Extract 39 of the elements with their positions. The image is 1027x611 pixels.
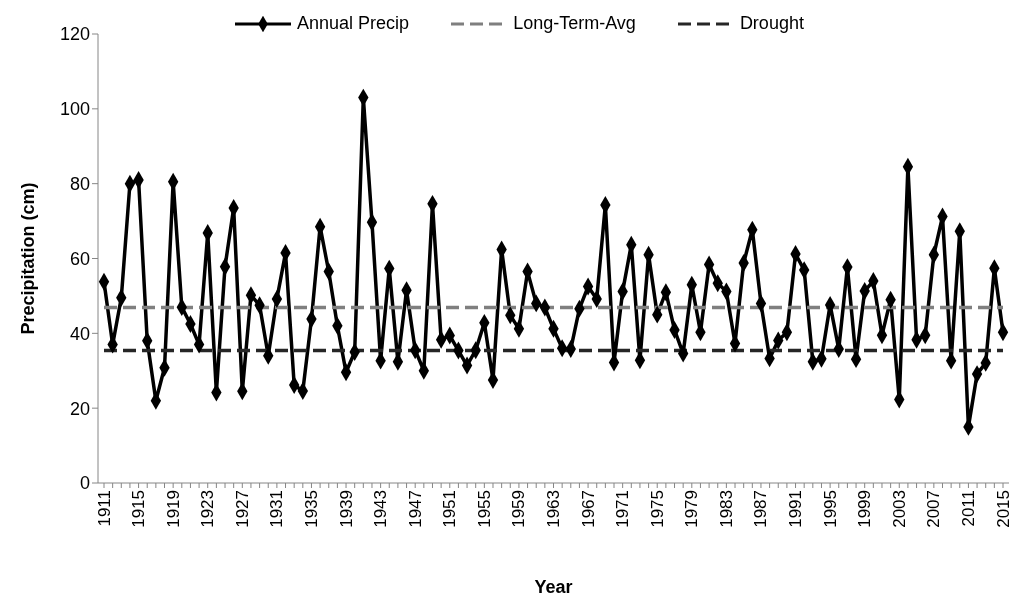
x-tick-label: 1943 [371, 490, 391, 528]
y-tick-label: 60 [69, 248, 90, 269]
x-tick-label: 1971 [613, 490, 633, 528]
y-tick-label: 100 [59, 99, 90, 120]
x-tick-label: 1911 [94, 490, 114, 527]
x-tick-label: 1935 [301, 490, 321, 528]
x-tick-label: 1979 [682, 490, 702, 528]
legend-label: Annual Precip [297, 13, 410, 34]
x-tick-label: 2003 [889, 490, 909, 528]
x-tick-label: 2007 [924, 490, 944, 528]
legend-label: Drought [739, 13, 804, 34]
y-tick-label: 0 [79, 473, 90, 494]
x-tick-label: 1963 [544, 490, 563, 528]
y-tick-label: 40 [69, 323, 90, 344]
x-tick-label: 1947 [405, 490, 425, 528]
x-tick-label: 1939 [336, 490, 356, 528]
x-tick-label: 1975 [647, 490, 667, 528]
x-axis-title: Year [534, 577, 573, 597]
x-tick-label: 2011 [958, 490, 978, 527]
y-tick-label: 20 [69, 398, 90, 419]
x-tick-label: 1967 [578, 490, 598, 528]
x-tick-label: 1927 [232, 490, 252, 528]
y-tick-label: 80 [69, 174, 90, 195]
y-tick-label: 120 [59, 24, 90, 45]
x-tick-label: 1959 [509, 490, 529, 528]
x-tick-label: 1919 [163, 490, 183, 528]
x-tick-label: 2015 [993, 490, 1013, 528]
x-tick-label: 1931 [267, 490, 287, 528]
x-tick-label: 1991 [786, 490, 806, 528]
x-tick-label: 1983 [716, 490, 736, 528]
legend-label: Long-Term-Avg [513, 13, 636, 34]
x-tick-label: 1995 [820, 490, 840, 528]
y-axis-title: Precipitation (cm) [18, 182, 39, 335]
x-tick-label: 1915 [129, 490, 149, 528]
x-tick-label: 1951 [440, 490, 460, 528]
x-tick-label: 1923 [198, 490, 218, 528]
x-tick-label: 1999 [855, 490, 875, 528]
x-tick-label: 1987 [751, 490, 771, 528]
x-tick-label: 1955 [474, 490, 494, 528]
